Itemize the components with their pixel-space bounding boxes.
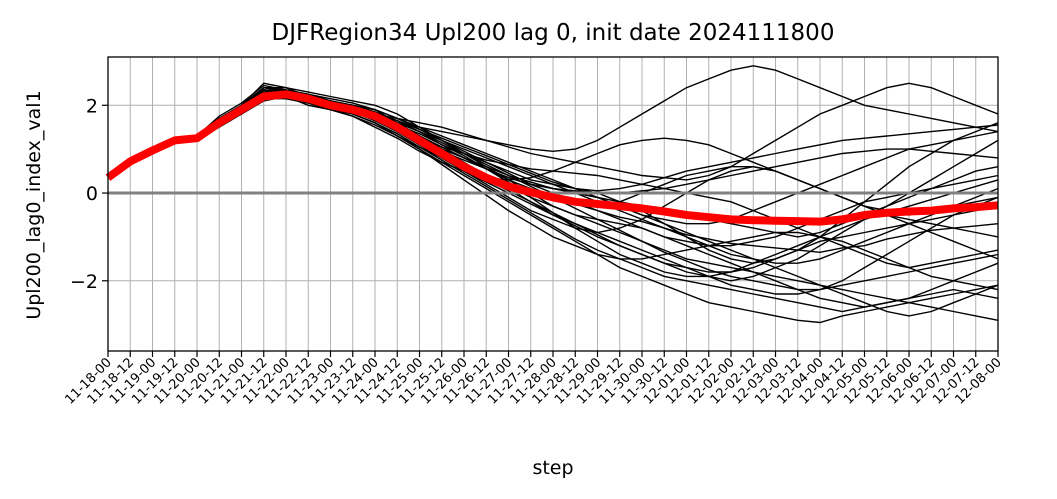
chart-title: DJFRegion34 Upl200 lag 0, init date 2024… (272, 20, 835, 46)
x-axis-label: step (532, 457, 573, 479)
ensemble-member-line (107, 84, 999, 264)
y-tick-label: 0 (86, 183, 98, 205)
ensemble-mean-line (105, 90, 999, 226)
ensemble-member-line (107, 89, 999, 194)
x-axis-ticks: 11-18-0011-18-1211-19-0011-19-1211-20-00… (62, 351, 1005, 408)
y-axis-ticks: −2 0 2 (70, 95, 108, 293)
y-axis-label: Upl200_lag0_index_val1 (23, 90, 45, 319)
y-tick-label: −2 (70, 271, 98, 293)
y-tick-label: 2 (86, 95, 98, 117)
